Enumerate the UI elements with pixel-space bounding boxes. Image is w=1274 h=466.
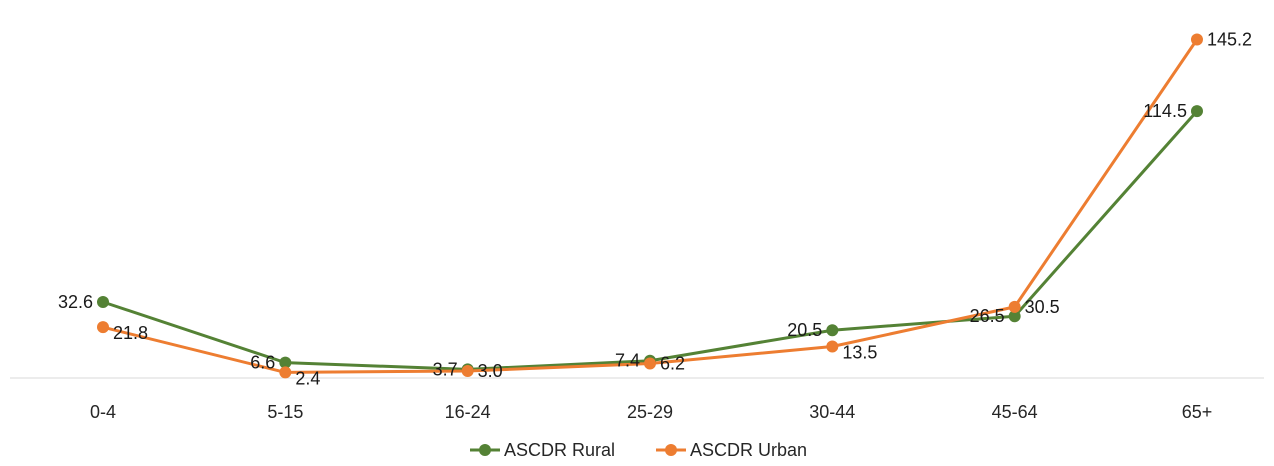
legend: ASCDR Rural ASCDR Urban — [470, 440, 807, 460]
data-label: 3.0 — [478, 361, 503, 381]
data-label: 21.8 — [113, 323, 148, 343]
legend-label: ASCDR Urban — [690, 440, 807, 460]
data-point — [97, 296, 109, 309]
x-tick-label: 25-29 — [627, 402, 673, 422]
data-label: 3.7 — [433, 359, 458, 379]
x-tick-label: 65+ — [1182, 402, 1213, 422]
x-tick-label: 30-44 — [809, 402, 855, 422]
data-label: 20.5 — [787, 320, 822, 340]
data-point — [279, 366, 292, 379]
data-label: 6.2 — [660, 354, 685, 374]
legend-label: ASCDR Rural — [504, 440, 615, 460]
data-point — [1190, 105, 1203, 118]
legend-marker-1 — [665, 444, 677, 456]
data-point — [1008, 300, 1021, 313]
data-point — [279, 356, 292, 369]
data-point — [97, 321, 109, 334]
data-label: 32.6 — [58, 292, 93, 312]
x-tick-label: 5-15 — [267, 402, 303, 422]
series-lines — [101, 38, 1199, 374]
data-label: 6.6 — [250, 353, 275, 373]
series-points — [97, 33, 1203, 379]
data-point — [461, 365, 474, 378]
data-label: 114.5 — [1143, 101, 1187, 121]
data-labels: 32.6 6.6 3.7 7.4 20.5 26.5 114.5 21.8 2.4 3.0 6.2 1… — [58, 30, 1252, 389]
data-point — [1008, 310, 1021, 323]
data-label: 145.2 — [1207, 30, 1252, 50]
x-tick-label: 16-24 — [445, 402, 491, 422]
data-label: 26.5 — [970, 306, 1005, 326]
series-line-0 — [101, 109, 1199, 371]
data-point — [826, 340, 839, 353]
series-line-1 — [101, 38, 1199, 374]
data-point — [1190, 33, 1203, 46]
x-tick-label: 0-4 — [90, 402, 116, 422]
data-label: 30.5 — [1025, 297, 1060, 317]
data-point — [826, 324, 839, 337]
x-tick-label: 45-64 — [992, 402, 1038, 422]
legend-marker-0 — [479, 444, 491, 456]
data-label: 7.4 — [615, 351, 640, 371]
data-label: 13.5 — [842, 343, 877, 363]
data-point — [643, 357, 656, 370]
x-axis-tick-labels: 0-4 5-15 16-24 25-29 30-44 45-64 65+ — [90, 402, 1212, 422]
data-label: 2.4 — [295, 368, 320, 388]
